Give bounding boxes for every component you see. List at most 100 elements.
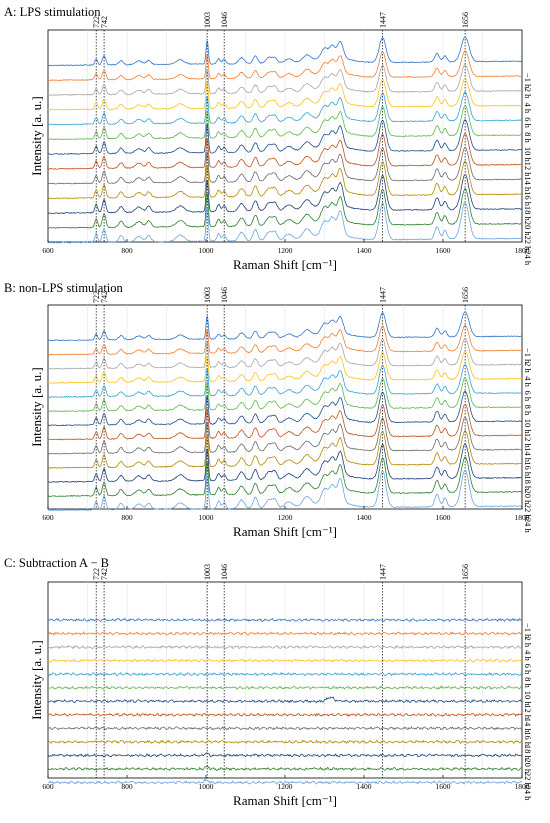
peak-label: 1656 [461,287,470,303]
series-label: 12 h [523,162,533,178]
x-tick-label: 1600 [436,246,451,255]
series-line [47,187,523,229]
series-line [47,456,523,498]
series-line [47,429,523,469]
series-label: 4 h [523,650,533,661]
x-tick-label: 1600 [436,513,451,522]
x-tick-label: 1000 [199,513,214,522]
peak-label: 1003 [203,564,212,580]
x-tick-label: 800 [121,513,133,522]
x-tick-label: 1000 [199,782,214,791]
series-label: 18 h [523,745,533,761]
series-line [47,146,523,185]
series-line [47,764,523,771]
series-label: 14 h [523,447,533,463]
peak-label: 742 [100,568,109,580]
series-line [47,696,523,704]
peak-label: 1003 [203,287,212,303]
series-line [47,390,523,427]
series-label: 16 h [523,191,533,207]
peak-label: 722 [92,568,101,580]
series-label: −1 h [523,73,533,89]
series-line [47,712,523,718]
y-axis-label: Intensity [a. u.] [29,367,44,446]
series-label: 6 h [523,390,533,401]
peak-label: 1046 [220,12,229,28]
series-label: 24 h [523,785,533,801]
x-tick-label: 1800 [515,513,530,522]
series-line [47,50,523,82]
series-label: 22 h [523,504,533,520]
x-tick-label: 1000 [199,246,214,255]
series-line [47,658,523,663]
series-label: 8 h [523,405,533,416]
series-line [47,160,522,200]
series-label: 20 h [523,490,533,506]
series-line [47,63,523,96]
series-line [47,442,523,483]
x-tick-label: 1200 [278,782,293,791]
x-tick-label: 600 [42,246,54,255]
series-line [47,78,523,111]
series-line [47,739,523,745]
series-label: 16 h [523,731,533,747]
series-label: 22 h [523,235,533,251]
series-label: 24 h [523,250,533,266]
series-label: 10 h [523,147,533,163]
peak-label: 1447 [379,564,388,580]
series-line [47,351,523,384]
series-line [47,631,523,636]
panel-title: A: LPS stimulation [4,5,101,19]
peak-label: 1656 [461,564,470,580]
series-line [47,644,523,650]
peak-label: 722 [92,291,101,303]
series-line [47,671,523,677]
series-line [47,377,523,412]
series-label: 20 h [523,758,533,774]
series-label: 12 h [523,704,533,720]
series-line [47,201,523,244]
series-line [47,311,523,342]
x-tick-label: 1400 [357,782,372,791]
series-label: 2 h [523,637,533,648]
peak-label: 722 [92,16,101,28]
peak-label: 1003 [203,12,212,28]
series-line [47,364,523,398]
peak-label: 1046 [220,287,229,303]
series-line [47,133,523,170]
x-tick-label: 600 [42,782,54,791]
series-label: 10 h [523,419,533,435]
y-axis-label: Intensity [a. u.] [29,96,44,175]
series-label: 8 h [523,677,533,688]
series-label: −1 h [523,348,533,364]
x-tick-label: 1200 [278,246,293,255]
x-tick-label: 1800 [515,246,530,255]
panel-title: B: non-LPS stimulation [4,281,124,295]
x-tick-label: 1600 [436,782,451,791]
panel-title: C: Subtraction A − B [4,556,109,570]
series-line [47,469,523,512]
series-line [47,685,523,690]
x-axis-label: Raman Shift [cm⁻¹] [233,257,337,272]
series-line [47,325,522,356]
series-line [47,337,523,370]
x-tick-label: 1800 [515,782,530,791]
peak-label: 742 [100,16,109,28]
series-label: 14 h [523,718,533,734]
x-tick-label: 800 [121,782,133,791]
series-label: 14 h [523,176,533,192]
x-axis-label: Raman Shift [cm⁻¹] [233,524,337,539]
series-label: 12 h [523,433,533,449]
series-line [47,404,523,441]
series-label: 10 h [523,691,533,707]
x-tick-label: 1400 [357,513,372,522]
series-label: 24 h [523,518,533,534]
x-axis-label: Raman Shift [cm⁻¹] [233,793,337,808]
x-tick-label: 600 [42,513,54,522]
series-line [47,105,523,141]
y-axis-label: Intensity [a. u.] [29,640,44,719]
